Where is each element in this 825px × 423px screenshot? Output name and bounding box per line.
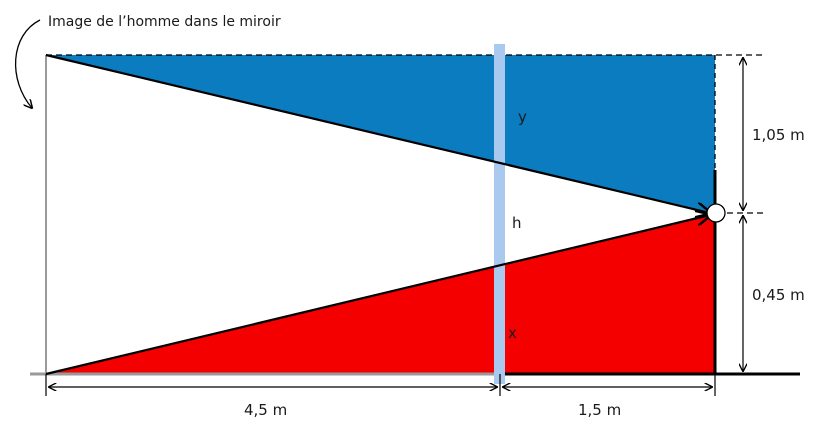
label-dist-image-mirror: 4,5 m [244,401,287,419]
eye-circle [706,203,726,223]
caption-arrow [14,19,41,108]
sight-line-top [45,53,710,213]
label-h: h [512,214,522,232]
caption-text: Image de l’homme dans le miroir [48,14,281,30]
label-x: x [508,324,517,342]
mirror [494,44,505,384]
label-y: y [518,108,527,126]
sight-line-bottom [45,215,710,376]
label-height-above-eye: 1,05 m [752,126,805,144]
label-dist-mirror-man: 1,5 m [578,401,621,419]
label-eye-height: 0,45 m [752,286,805,304]
